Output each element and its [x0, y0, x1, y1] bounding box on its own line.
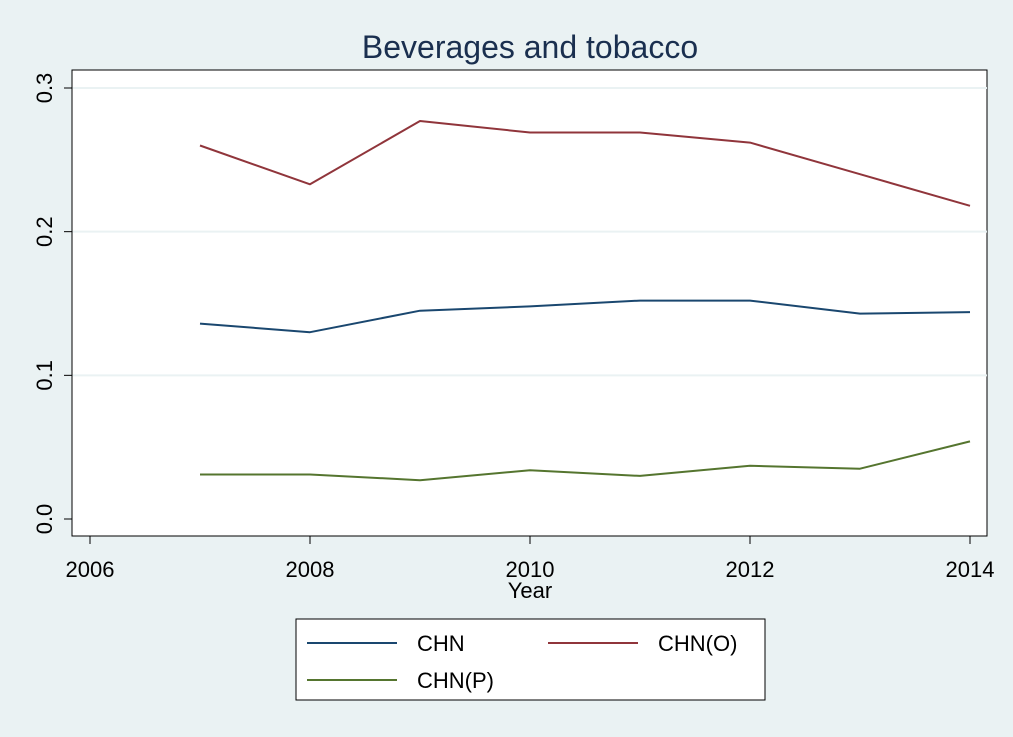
- y-tick-label: 0.2: [32, 216, 57, 247]
- series-lines: [199, 120, 971, 482]
- legend-label: CHN(O): [658, 631, 737, 656]
- x-tick-label: 2012: [726, 557, 775, 582]
- x-axis-title: Year: [508, 578, 552, 603]
- chart-title: Beverages and tobacco: [362, 29, 698, 65]
- x-tick-label: 2010: [506, 557, 555, 582]
- plot-area: [71, 69, 988, 537]
- grid-lines: [72, 87, 987, 377]
- x-axis-ticks: 2006 2008 2010 2012 2014: [66, 536, 995, 582]
- series-line-chn: [199, 299, 971, 334]
- y-tick-label: 0.1: [32, 360, 57, 391]
- x-tick-label: 2006: [66, 557, 115, 582]
- legend-label: CHN: [417, 631, 465, 656]
- legend: CHN CHN(O) CHN(P): [295, 618, 766, 701]
- x-tick-label: 2008: [286, 557, 335, 582]
- x-tick-label: 2014: [946, 557, 995, 582]
- y-axis-ticks: 0.0 0.1 0.2 0.3: [32, 73, 72, 535]
- legend-label: CHN(P): [417, 668, 494, 693]
- series-line-chn-p: [200, 440, 971, 482]
- legend-box: [295, 618, 766, 701]
- y-tick-label: 0.0: [32, 504, 57, 535]
- series-line-chn-o: [199, 120, 971, 207]
- y-tick-label: 0.3: [32, 73, 57, 104]
